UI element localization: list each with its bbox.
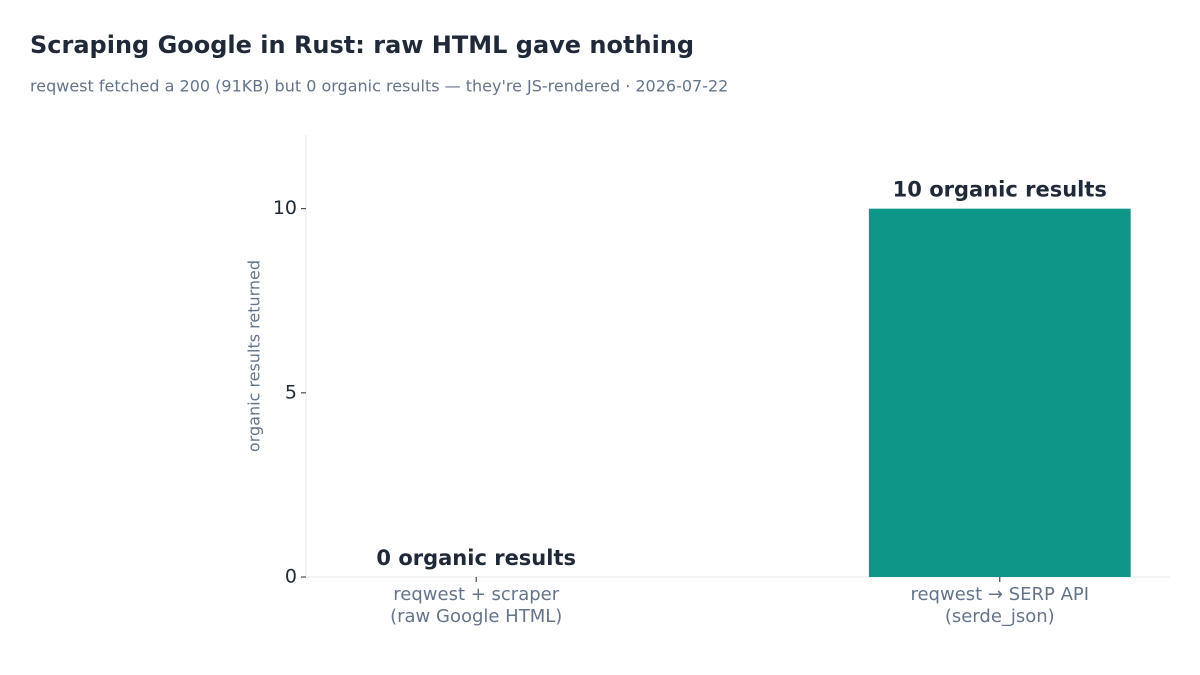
chart-title: Scraping Google in Rust: raw HTML gave n… bbox=[30, 31, 694, 59]
y-tick-label: 10 bbox=[273, 197, 297, 219]
chart-subtitle: reqwest fetched a 200 (91KB) but 0 organ… bbox=[30, 77, 728, 96]
x-tick-label: reqwest + scraper (raw Google HTML) bbox=[390, 584, 563, 627]
bar bbox=[868, 208, 1131, 577]
value-label: 10 organic results bbox=[893, 178, 1107, 202]
y-tick-label: 5 bbox=[285, 381, 297, 403]
y-tick-label: 0 bbox=[285, 566, 297, 588]
y-axis-label: organic results returned bbox=[245, 260, 264, 452]
value-label: 0 organic results bbox=[376, 546, 576, 570]
x-tick-label: reqwest → SERP API (serde_json) bbox=[910, 584, 1090, 627]
